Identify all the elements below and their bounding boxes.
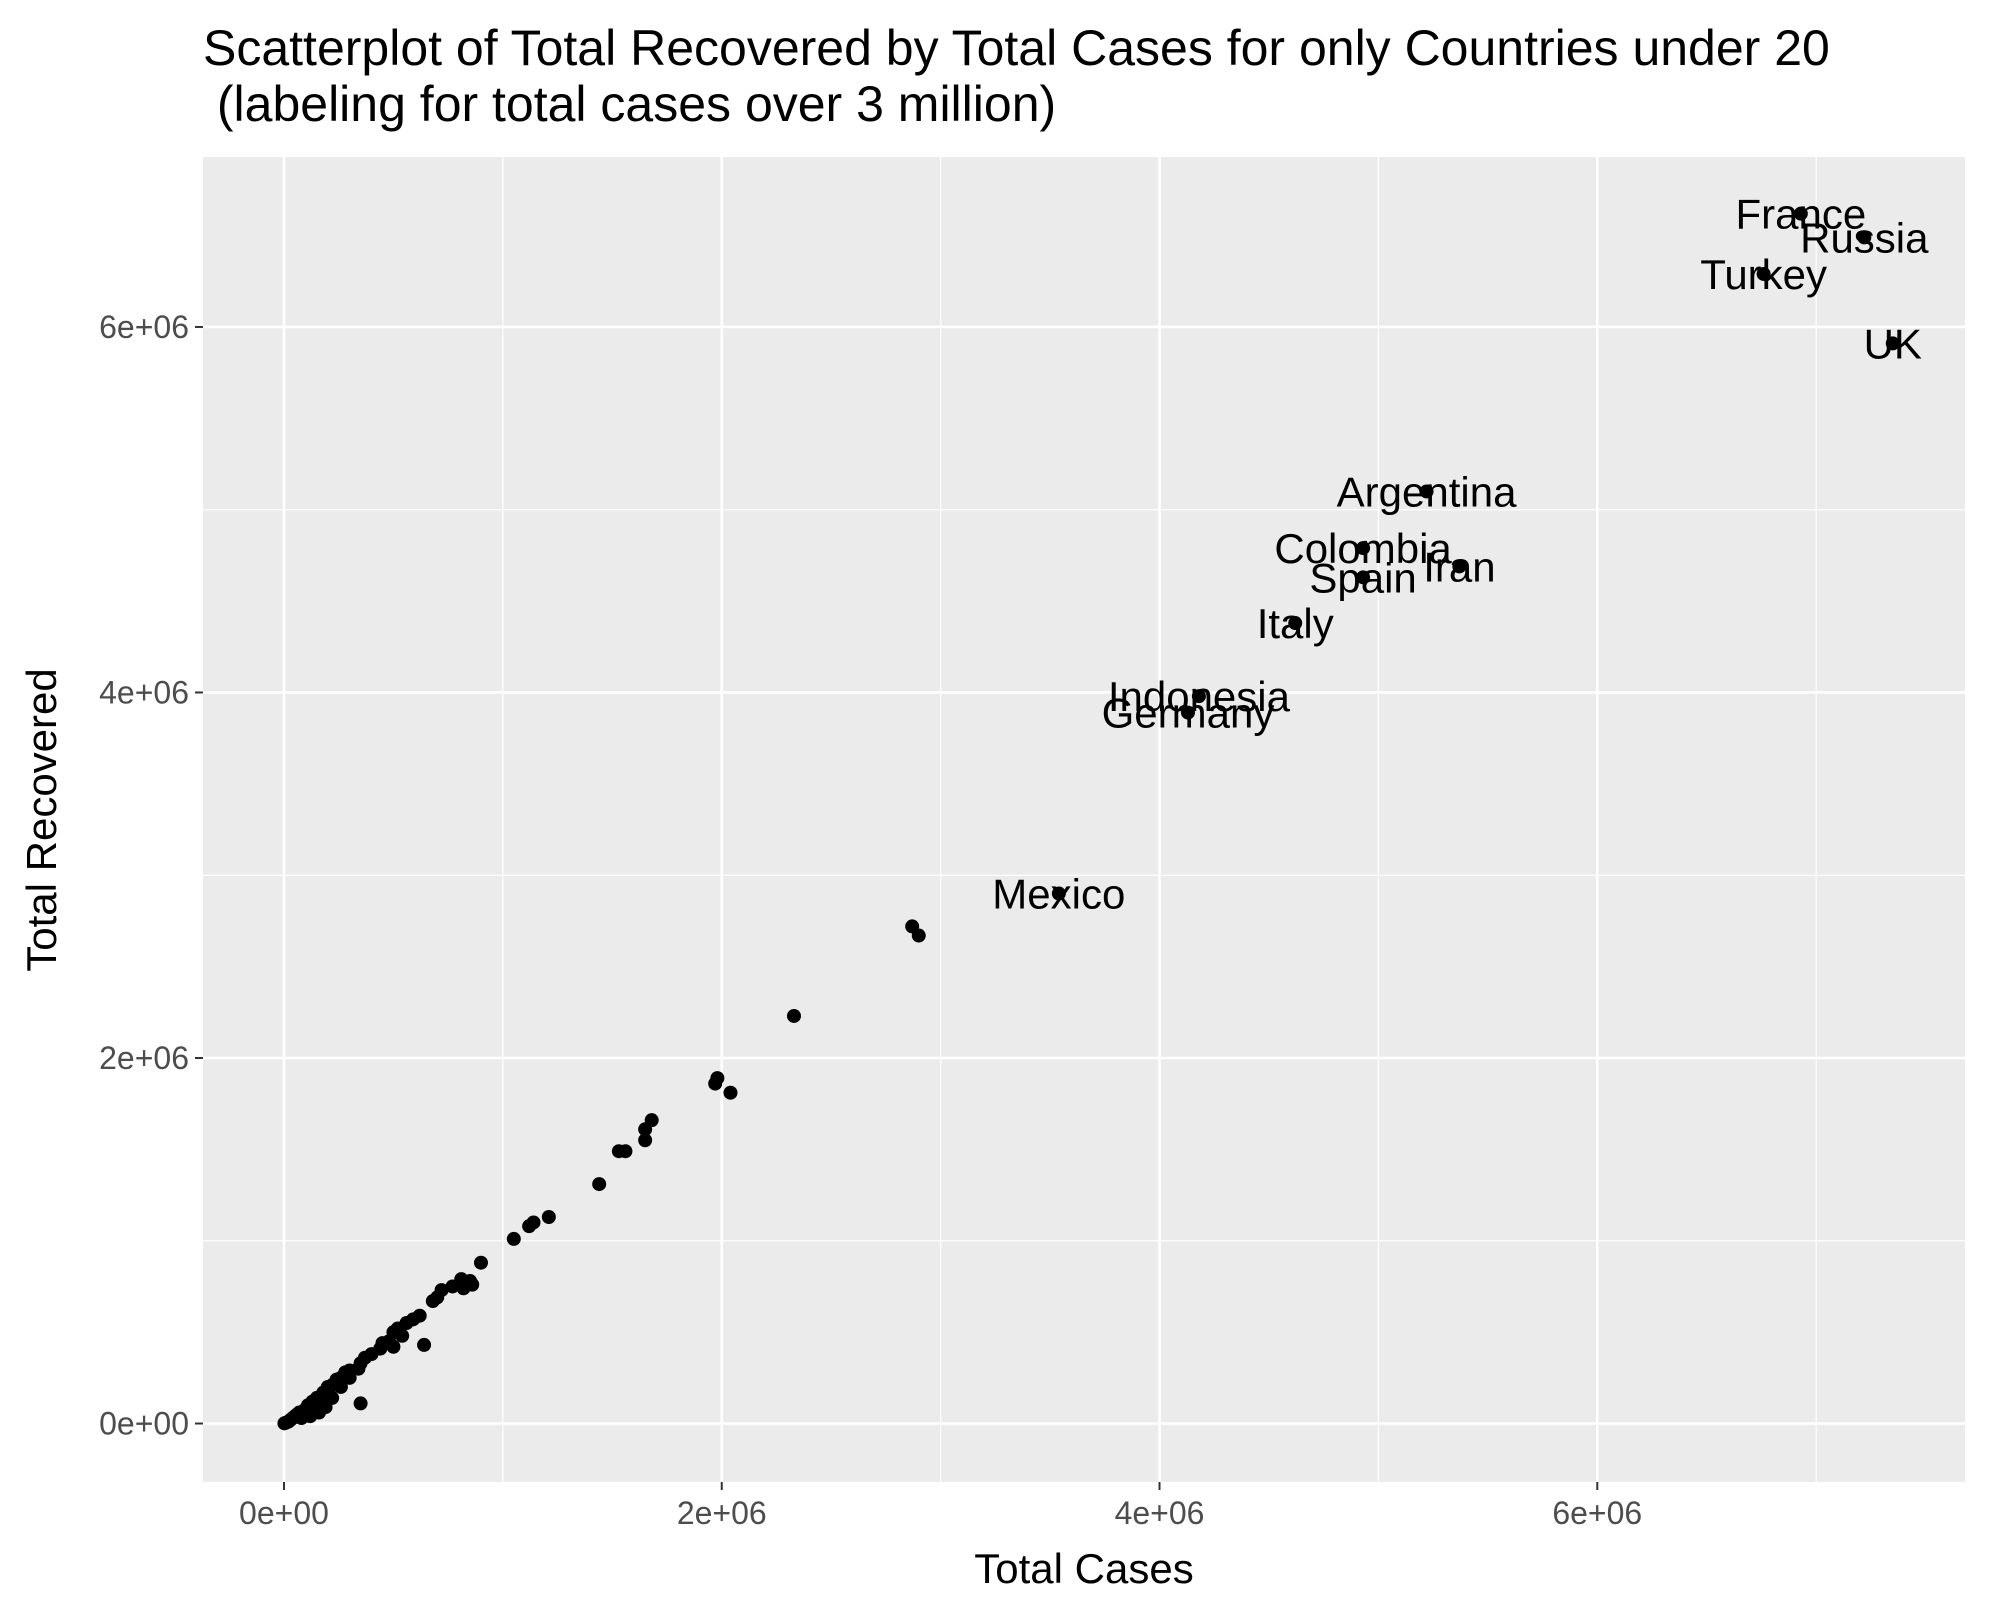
data-point <box>638 1133 653 1148</box>
y-tick-label: 4e+06 <box>99 674 189 710</box>
data-point-labeled <box>1756 266 1771 281</box>
data-point <box>307 1400 322 1415</box>
point-label: Spain <box>1309 554 1416 601</box>
y-tick-label: 2e+06 <box>99 1040 189 1076</box>
x-tick-label: 0e+00 <box>239 1495 329 1531</box>
point-label: Iran <box>1423 543 1495 590</box>
chart-subtitle: (labeling for total cases over 3 million… <box>203 76 1057 132</box>
grid-lines <box>203 157 1965 1482</box>
data-point-labeled <box>1419 484 1434 499</box>
data-point-labeled <box>1051 886 1066 901</box>
data-point <box>710 1071 725 1086</box>
data-point <box>342 1370 357 1385</box>
data-point <box>333 1379 348 1394</box>
point-label: Mexico <box>992 871 1125 918</box>
data-point-labeled <box>1857 230 1872 245</box>
data-point <box>456 1281 471 1296</box>
chart-title: Scatterplot of Total Recovered by Total … <box>203 20 1990 132</box>
point-label: Argentina <box>1337 468 1517 515</box>
plot-panel <box>203 157 1965 1482</box>
data-point <box>473 1255 488 1270</box>
data-point <box>445 1279 460 1294</box>
data-point <box>417 1337 432 1352</box>
data-point <box>723 1085 738 1100</box>
x-tick-label: 2e+06 <box>677 1495 767 1531</box>
point-label: UK <box>1864 320 1922 367</box>
data-point <box>294 1411 309 1426</box>
data-point <box>386 1339 401 1354</box>
axis-ticks: 0e+00 2e+06 4e+06 6e+06 0e+00 2e+06 4e+06 6e+06 <box>99 309 1642 1531</box>
point-label: Russia <box>1800 214 1929 261</box>
point-label: Indonesia <box>1108 673 1291 720</box>
data-point <box>786 1008 801 1023</box>
y-axis-title: Total Recovered <box>18 668 65 972</box>
y-tick-label: 0e+00 <box>99 1406 189 1442</box>
data-point <box>522 1219 537 1234</box>
data-point-labeled <box>1288 616 1303 631</box>
data-point <box>325 1390 340 1405</box>
data-point <box>592 1177 607 1192</box>
data-point-labeled <box>1793 206 1808 221</box>
data-point-labeled <box>1885 336 1900 351</box>
x-tick-label: 4e+06 <box>1115 1495 1205 1531</box>
point-label: France <box>1735 191 1866 238</box>
data-point <box>395 1328 410 1343</box>
data-point <box>618 1144 633 1159</box>
point-label: Italy <box>1257 600 1334 647</box>
data-point-labeled <box>1191 689 1206 704</box>
data-point-labeled <box>1180 705 1195 720</box>
data-point-labeled <box>1452 559 1467 574</box>
data-point <box>541 1210 556 1224</box>
data-point <box>353 1396 368 1411</box>
x-tick-label: 6e+06 <box>1552 1495 1642 1531</box>
data-point-labeled <box>1356 541 1371 556</box>
point-label: Turkey <box>1700 251 1827 298</box>
chart-title-line1: Scatterplot of Total Recovered by Total … <box>203 20 1830 76</box>
point-label: Germany <box>1102 690 1275 737</box>
data-point <box>506 1231 521 1246</box>
data-points <box>277 206 1900 1431</box>
point-label: Colombia <box>1274 525 1452 572</box>
data-point <box>425 1294 440 1309</box>
data-point <box>638 1122 653 1137</box>
data-point <box>277 1416 292 1431</box>
x-axis-title: Total Cases <box>974 1545 1193 1592</box>
data-point <box>911 928 926 943</box>
y-tick-label: 6e+06 <box>99 309 189 345</box>
data-point-labeled <box>1356 570 1371 585</box>
